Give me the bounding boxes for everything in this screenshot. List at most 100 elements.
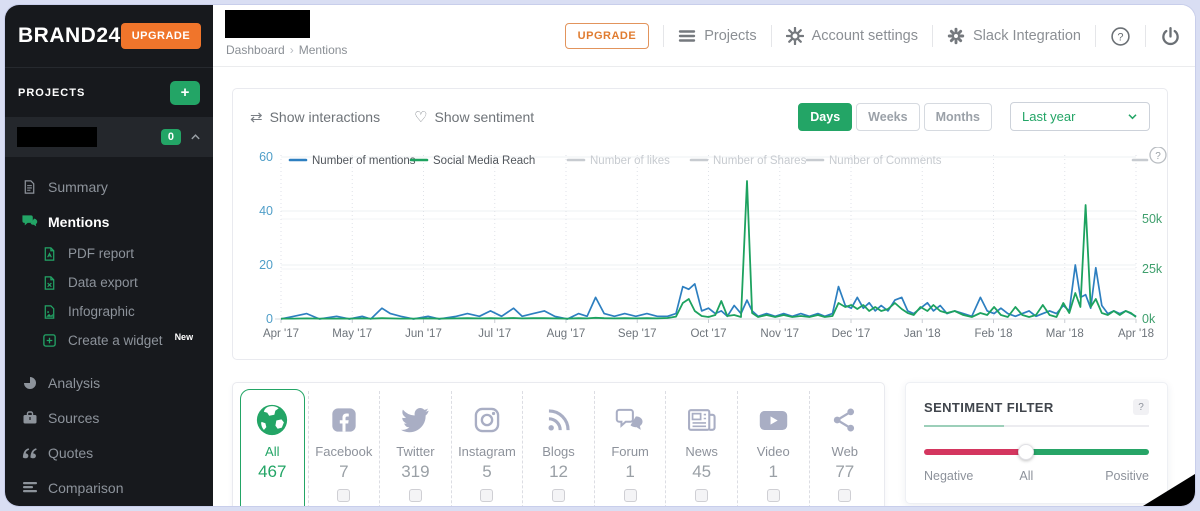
image-file-icon [41,303,58,320]
interactions-arrows-icon: ⇄ [250,108,263,126]
source-filter-web[interactable]: Web 77 [808,391,881,506]
news-icon [687,403,717,437]
source-count: 467 [258,462,287,481]
pdf-file-icon [41,245,58,262]
sidebar-item-mentions[interactable]: Mentions [5,204,213,239]
chevron-up-icon[interactable] [190,133,201,141]
sentiment-help-icon[interactable]: ? [1133,399,1149,415]
briefcase-icon [21,409,38,426]
sidebar-menu: Summary Mentions PDF report Data export Info… [5,157,213,505]
source-label: Instagram [458,444,516,459]
divider [1095,25,1096,47]
period-select-value: Last year [1022,109,1076,124]
legend-item-number-of-likes[interactable]: Number of likes [590,155,670,167]
source-checkbox[interactable] [408,489,422,502]
range-button-weeks[interactable]: Weeks [856,102,920,131]
sidebar-item-data-export[interactable]: Data export [5,268,213,297]
help-icon[interactable]: ? [1110,26,1131,47]
sentiment-slider-knob[interactable] [1018,444,1035,460]
legend-item-social-media-reach[interactable]: Social Media Reach [433,155,535,167]
sidebar-item-sources[interactable]: Sources [5,400,213,435]
sidebar-item-label: Mentions [48,213,110,230]
range-button-days[interactable]: Days [798,102,853,131]
topbar-item-label: Account settings [811,28,918,44]
sentiment-slider[interactable] [924,444,1149,460]
project-row[interactable]: 0 [5,117,213,157]
source-checkbox[interactable] [623,489,637,502]
period-select[interactable]: Last year [1010,102,1150,131]
source-checkbox[interactable] [552,489,566,502]
right-axis-tick: 50k [1142,212,1163,226]
show-sentiment-toggle[interactable]: ♡ Show sentiment [414,108,534,126]
range-button-months[interactable]: Months [923,102,992,131]
source-filter-instagram[interactable]: Instagram 5 [450,391,523,506]
legend-item-number-of-mentions[interactable]: Number of mentions [312,155,416,167]
x-axis-label: Jan '18 [904,328,941,340]
sidebar-item-infographic[interactable]: Infographic [5,297,213,326]
topbar-item-account-settings[interactable]: Account settings [785,27,918,45]
sidebar-item-label: Summary [48,178,108,195]
x-axis-label: Mar '18 [1046,328,1084,340]
heart-icon: ♡ [414,108,428,126]
source-checkbox[interactable] [838,489,852,502]
topbar-item-slack-integration[interactable]: Slack Integration [947,27,1081,45]
twitter-icon [400,403,430,437]
topbar-upgrade-button[interactable]: UPGRADE [564,23,650,49]
source-label: Blogs [542,444,575,459]
source-filter-news[interactable]: News 45 [665,391,737,506]
x-axis-label: Jul '17 [478,328,511,340]
breadcrumb-dashboard[interactable]: Dashboard [226,43,285,57]
source-count: 5 [482,462,492,481]
show-interactions-toggle[interactable]: ⇄ Show interactions [250,108,380,126]
source-checkbox[interactable] [337,489,351,502]
source-checkbox[interactable] [480,489,494,502]
sidebar-item-analysis[interactable]: Analysis [5,365,213,400]
source-count: 1 [768,462,778,481]
source-filter-twitter[interactable]: Twitter 319 [379,391,451,506]
pinwheel-icon [947,27,965,45]
sidebar-item-label: Data export [68,275,138,290]
sentiment-filter-title: SENTIMENT FILTER [924,399,1054,415]
projects-header: PROJECTS + [5,67,213,117]
widget-icon [41,332,58,349]
sidebar-item-quotes[interactable]: Quotes [5,435,213,470]
sidebar-item-label: Create a widget [68,333,163,348]
redacted-project-name [17,127,97,147]
sidebar-item-comparison[interactable]: Comparison [5,470,213,505]
source-filter-forum[interactable]: Forum 1 [593,391,666,506]
source-count: 7 [339,462,349,481]
source-filter-all[interactable]: All 467 [237,389,308,506]
sidebar-item-create-a-widget[interactable]: Create a widget New [5,326,213,355]
source-filter-facebook[interactable]: Facebook 7 [307,391,380,506]
breadcrumb-mentions: Mentions [298,43,348,57]
power-icon[interactable] [1160,26,1181,47]
divider [663,25,665,47]
sidebar-item-label: Infographic [68,304,135,319]
sidebar: BRAND24 UPGRADE PROJECTS + 0 Summary Ment… [5,5,213,506]
share-icon [831,403,858,437]
source-label: Facebook [315,444,373,459]
legend-item-number-of-shares[interactable]: Number of Shares [713,155,807,167]
sidebar-item-label: Sources [48,409,100,426]
topbar-item-projects[interactable]: Projects [678,28,757,44]
sentiment-filter-panel: SENTIMENT FILTER ? Negative All Positive [905,382,1168,504]
add-project-button[interactable]: + [170,80,200,105]
source-count: 45 [692,462,712,481]
sidebar-item-summary[interactable]: Summary [5,169,213,204]
left-axis-tick: 0 [266,312,273,326]
project-count-badge: 0 [160,129,181,145]
source-checkbox[interactable] [695,489,709,502]
sentiment-slider-track[interactable] [924,449,1149,455]
sidebar-upgrade-button[interactable]: UPGRADE [120,23,202,49]
gear-icon [785,27,804,45]
positive-label: Positive [1105,469,1149,483]
source-filter-blogs[interactable]: Blogs 12 [522,391,594,506]
svg-text:?: ? [1117,31,1123,43]
legend-item-number-of-comments[interactable]: Number of Comments [829,155,942,167]
sidebar-item-pdf-report[interactable]: PDF report [5,239,213,268]
topbar: Dashboard › Mentions UPGRADE Projects Accou… [213,5,1195,67]
divider [931,25,933,47]
source-filter-video[interactable]: Video 1 [736,391,809,506]
source-checkbox[interactable] [766,489,780,502]
x-axis-label: May '17 [332,328,372,340]
